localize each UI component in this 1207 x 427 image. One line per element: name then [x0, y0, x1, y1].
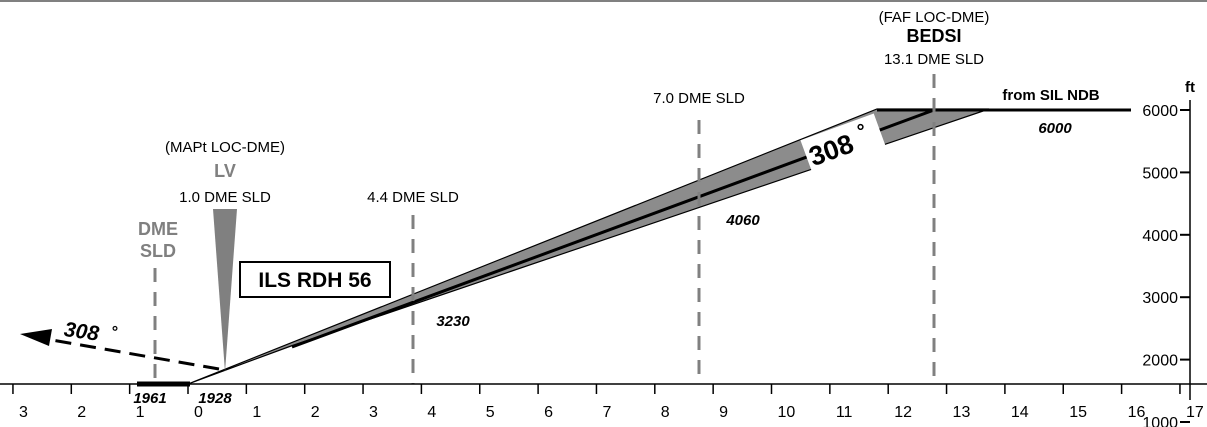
distance-tick-label: 12 — [894, 404, 912, 421]
altitude-tick-label: 3000 — [1142, 290, 1178, 307]
distance-tick-label: 11 — [836, 404, 853, 421]
intermediate-altitude-label: 6000 — [1038, 120, 1072, 137]
mapt-type-label: (MAPt LOC-DME) — [165, 139, 285, 156]
distance-tick-label: 8 — [661, 404, 670, 421]
distance-tick-label: 4 — [427, 404, 436, 421]
faf-dme-label: 13.1 DME SLD — [884, 51, 984, 68]
distance-tick-label: 2 — [77, 404, 86, 421]
missed-course-tag: 308 ° — [63, 318, 119, 346]
threshold-elevation-right: 1928 — [198, 390, 232, 407]
dme-7-0-label: 7.0 DME SLD — [653, 90, 745, 107]
faf-type-label: (FAF LOC-DME) — [879, 9, 990, 26]
altitude-tick-label: 1000 — [1142, 415, 1178, 427]
distance-tick-label: 1 — [136, 404, 145, 421]
mapt-marker-wedge — [213, 209, 237, 372]
mapt-name-label: LV — [214, 161, 236, 181]
altitude-tick-label: 4000 — [1142, 228, 1178, 245]
distance-tick-label: 7 — [602, 404, 611, 421]
altitude-tick-label: 5000 — [1142, 165, 1178, 182]
distance-tick-label: 10 — [778, 404, 796, 421]
distance-tick-label: 13 — [953, 404, 971, 421]
faf-stepdown-altitude-label: 4060 — [725, 212, 760, 229]
distance-tick-label: 6 — [544, 404, 553, 421]
altitude-tick-label: 2000 — [1142, 353, 1178, 370]
missed-approach-line — [51, 338, 220, 371]
altitude-tick-label: 6000 — [1142, 103, 1178, 120]
distance-tick-label: 15 — [1069, 404, 1087, 421]
missed-approach-arrowhead — [20, 329, 52, 346]
dme-station-label-line1: DME — [138, 219, 178, 239]
from-label: from SIL NDB — [1002, 87, 1099, 104]
dme-4-4-label: 4.4 DME SLD — [367, 189, 459, 206]
dme44-stepdown-altitude-label: 3230 — [436, 313, 470, 330]
missed-course-degree: ° — [110, 324, 119, 342]
distance-tick-label: 0 — [194, 404, 203, 421]
threshold-elevation-left: 1961 — [133, 390, 166, 407]
final-course-box — [800, 113, 887, 175]
dme-station-label-line2: SLD — [140, 241, 176, 261]
altitude-axis-ticks: 6000 5000 4000 3000 2000 1000 — [1142, 103, 1190, 427]
distance-axis-ticks: 3 2 1 0 1 2 3 4 5 6 7 8 9 10 11 12 13 14 15 16 17 — [12, 384, 1204, 421]
distance-tick-label: 2 — [311, 404, 320, 421]
distance-tick-label: 3 — [19, 404, 28, 421]
faf-name-label: BEDSI — [906, 26, 961, 46]
mapt-dme-label: 1.0 DME SLD — [179, 189, 271, 206]
distance-tick-label: 5 — [486, 404, 495, 421]
altitude-units-label: ft — [1185, 79, 1195, 96]
distance-tick-label: 17 — [1186, 404, 1204, 421]
distance-tick-label: 3 — [369, 404, 378, 421]
distance-tick-label: 9 — [719, 404, 728, 421]
ils-rdh-box — [239, 261, 391, 298]
distance-tick-label: 14 — [1011, 404, 1029, 421]
distance-tick-label: 1 — [252, 404, 261, 421]
missed-course-value: 308 — [63, 318, 101, 346]
distance-tick-label: 16 — [1128, 404, 1146, 421]
ils-rdh-label: ILS RDH 56 — [258, 269, 371, 292]
